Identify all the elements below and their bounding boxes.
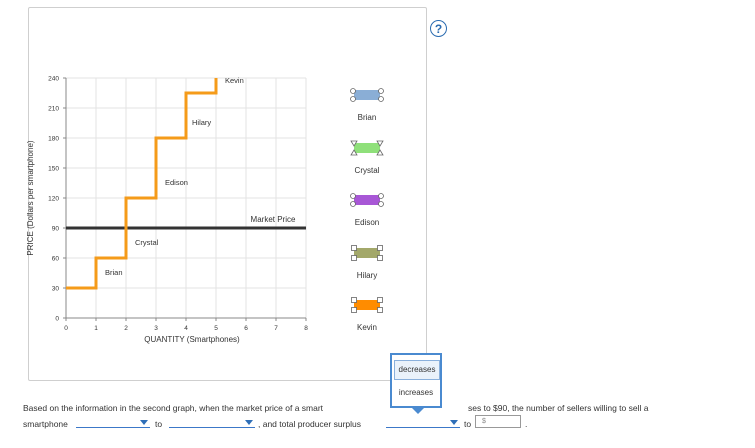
supply-step-label: Crystal xyxy=(135,238,159,247)
legend-handle xyxy=(351,255,357,261)
y-tick-label: 120 xyxy=(48,196,59,203)
legend-swatch xyxy=(354,143,380,153)
x-axis-title: QUANTITY (Smartphones) xyxy=(144,335,240,344)
surplus-direction-dropdown[interactable] xyxy=(386,416,460,428)
legend-handle xyxy=(378,96,384,102)
popup-pointer xyxy=(412,408,424,414)
question-surplus-text: , and total producer surplus xyxy=(258,419,362,429)
x-tick-label: 6 xyxy=(244,325,248,332)
x-tick-label: 3 xyxy=(154,325,158,332)
market-price-label: Market Price xyxy=(251,215,296,224)
legend-item-brian: Brian xyxy=(350,88,384,122)
y-tick-label: 180 xyxy=(48,136,59,143)
legend-label: Hilary xyxy=(357,271,377,280)
chevron-down-icon xyxy=(245,420,253,425)
legend-handle xyxy=(377,307,383,313)
x-tick-label: 1 xyxy=(94,325,98,332)
y-tick-label: 90 xyxy=(52,226,60,233)
legend-handle xyxy=(350,140,358,147)
legend-handle xyxy=(350,96,356,102)
supply-step-label: Edison xyxy=(165,178,188,187)
question-text-part1b: ses to $90, the number of sellers willin… xyxy=(468,403,649,413)
y-tick-label: 60 xyxy=(52,256,60,263)
y-tick-label: 210 xyxy=(48,106,59,113)
legend-label: Brian xyxy=(358,113,377,122)
supply-step-label: Kevin xyxy=(225,76,244,85)
supply-step-label: Hilary xyxy=(192,118,211,127)
legend-label: Edison xyxy=(355,218,379,227)
question-smartphone-word: smartphone xyxy=(23,419,68,429)
y-axis-title: PRICE (Dollars per smartphone) xyxy=(26,140,35,255)
legend-handle xyxy=(378,193,384,199)
x-tick-label: 4 xyxy=(184,325,188,332)
option-increases[interactable]: increases xyxy=(398,388,434,397)
x-tick-label: 7 xyxy=(274,325,278,332)
sellers-to-dropdown[interactable] xyxy=(169,416,255,428)
legend-item-crystal: Crystal xyxy=(350,140,384,175)
chevron-down-icon xyxy=(140,420,148,425)
legend-handle xyxy=(351,245,357,251)
legend-swatch xyxy=(354,300,380,310)
x-tick-label: 2 xyxy=(124,325,128,332)
legend-handle xyxy=(376,149,384,156)
legend-handle xyxy=(378,88,384,94)
legend-handle xyxy=(350,149,358,156)
supply-curve xyxy=(66,78,218,290)
y-tick-label: 0 xyxy=(55,316,59,323)
legend-handle xyxy=(350,201,356,207)
dollar-sign: $ xyxy=(482,418,486,425)
legend-swatch xyxy=(354,248,380,258)
legend-handle xyxy=(350,88,356,94)
legend-handle xyxy=(376,140,384,147)
legend-handle xyxy=(351,307,357,313)
x-tick-label: 8 xyxy=(304,325,308,332)
legend-handle xyxy=(350,193,356,199)
x-tick-label: 0 xyxy=(64,325,68,332)
legend-swatch xyxy=(354,195,380,205)
dropdown-popup[interactable]: decreases increases xyxy=(390,353,442,414)
legend-handle xyxy=(351,297,357,303)
question-to-word-1: to xyxy=(155,419,163,429)
legend-handle xyxy=(377,297,383,303)
question-to-word-2: to xyxy=(464,419,472,429)
y-tick-label: 150 xyxy=(48,166,59,173)
legend-item-kevin: Kevin xyxy=(351,297,383,332)
help-icon[interactable]: ? xyxy=(430,20,447,37)
surplus-dollar-input[interactable]: $ xyxy=(475,415,521,428)
y-tick-label: 240 xyxy=(48,76,59,83)
legend-item-edison: Edison xyxy=(350,193,384,227)
sellers-from-dropdown[interactable] xyxy=(76,416,150,428)
legend-handle xyxy=(378,201,384,207)
legend-item-hilary: Hilary xyxy=(351,245,383,280)
legend-label: Kevin xyxy=(357,323,377,332)
y-tick-label: 30 xyxy=(52,286,60,293)
legend-label: Crystal xyxy=(355,166,380,175)
question-text-part1: Based on the information in the second g… xyxy=(23,403,324,413)
legend-handle xyxy=(377,255,383,261)
supply-step-label: Brian xyxy=(105,268,123,277)
chevron-down-icon xyxy=(450,420,458,425)
end-punctuation: . xyxy=(525,419,528,429)
option-decreases[interactable]: decreases xyxy=(394,360,440,380)
x-tick-label: 5 xyxy=(214,325,218,332)
legend-swatch xyxy=(354,90,380,100)
legend-handle xyxy=(377,245,383,251)
